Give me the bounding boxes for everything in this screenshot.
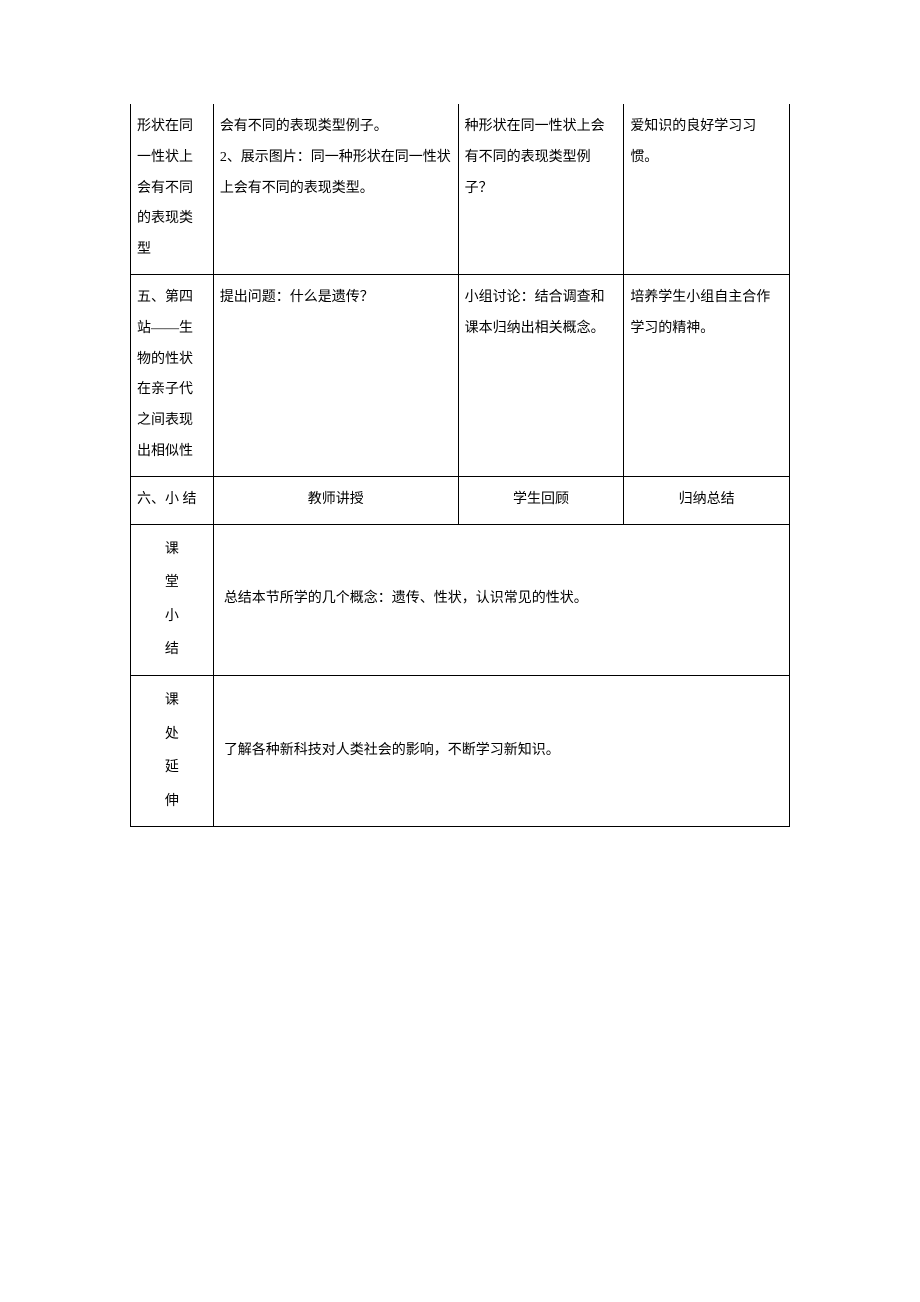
cell-text: 种形状在同一性状上会有不同的表现类型例子？	[465, 119, 605, 196]
cell-text-line: 会有不同的表现类型例子。	[220, 119, 388, 134]
table-row: 六、小 结 教师讲授 学生回顾 归纳总结	[131, 476, 790, 524]
table-row: 形状在同一性状上会有不同的表现类型 会有不同的表现类型例子。 2、展示图片：同一种…	[131, 104, 790, 274]
table-row-merged: 课 处 延 伸 了解各种新科技对人类社会的影响，不断学习新知识。	[131, 675, 790, 826]
cell-student-activity: 种形状在同一性状上会有不同的表现类型例子？	[458, 104, 624, 274]
label-char: 结	[137, 633, 207, 667]
cell-section-label: 课 堂 小 结	[131, 524, 214, 675]
cell-teacher-activity: 教师讲授	[213, 476, 458, 524]
cell-stage: 形状在同一性状上会有不同的表现类型	[131, 104, 214, 274]
label-char: 延	[137, 751, 207, 785]
cell-intent: 爱知识的良好学习习惯。	[624, 104, 790, 274]
cell-intent: 归纳总结	[624, 476, 790, 524]
label-char: 课	[137, 684, 207, 718]
table-row: 五、第四站——生物的性状在亲子代之间表现出相似性 提出问题：什么是遗传？ 小组讨…	[131, 274, 790, 476]
cell-text-line: 2、展示图片：同一种形状在同一性状上会有不同的表现类型。	[220, 150, 451, 196]
cell-student-activity: 小组讨论：结合调查和课本归纳出相关概念。	[458, 274, 624, 476]
label-char: 课	[137, 533, 207, 567]
label-char: 伸	[137, 785, 207, 819]
cell-section-label: 课 处 延 伸	[131, 675, 214, 826]
lesson-plan-table: 形状在同一性状上会有不同的表现类型 会有不同的表现类型例子。 2、展示图片：同一种…	[130, 104, 790, 827]
cell-teacher-activity: 提出问题：什么是遗传？	[213, 274, 458, 476]
label-char: 堂	[137, 566, 207, 600]
cell-stage: 五、第四站——生物的性状在亲子代之间表现出相似性	[131, 274, 214, 476]
label-char: 处	[137, 718, 207, 752]
cell-text: 培养学生小组自主合作学习的精神。	[630, 290, 770, 336]
cell-student-activity: 学生回顾	[458, 476, 624, 524]
label-char: 小	[137, 600, 207, 634]
cell-teacher-activity: 会有不同的表现类型例子。 2、展示图片：同一种形状在同一性状上会有不同的表现类型。	[213, 104, 458, 274]
cell-intent: 培养学生小组自主合作学习的精神。	[624, 274, 790, 476]
cell-stage: 六、小 结	[131, 476, 214, 524]
cell-merged-content: 总结本节所学的几个概念：遗传、性状，认识常见的性状。	[213, 524, 789, 675]
table-row-merged: 课 堂 小 结 总结本节所学的几个概念：遗传、性状，认识常见的性状。	[131, 524, 790, 675]
cell-merged-content: 了解各种新科技对人类社会的影响，不断学习新知识。	[213, 675, 789, 826]
